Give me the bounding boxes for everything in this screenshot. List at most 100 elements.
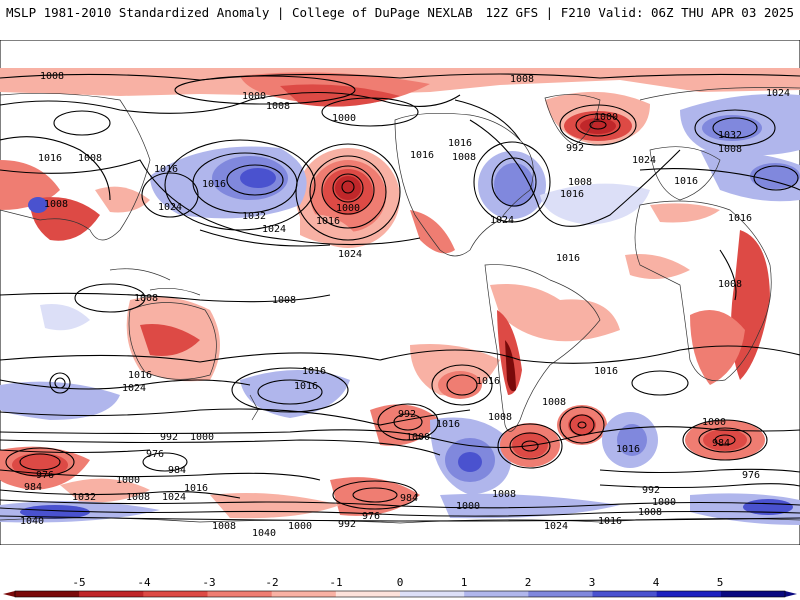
anomaly-region (60, 478, 150, 503)
isobar (753, 165, 799, 191)
isobar-label: 1008 (718, 279, 742, 290)
isobar (0, 408, 471, 426)
anomaly-region (690, 310, 745, 385)
isobar (491, 157, 537, 207)
isobar-label: 992 (566, 143, 584, 154)
anomaly-region (410, 210, 455, 254)
isobar-label: 1024 (490, 215, 514, 226)
isobar-label: 1016 (184, 483, 208, 494)
isobar (231, 367, 349, 413)
isobar-label: 984 (712, 438, 730, 449)
colorbar-swatch (207, 591, 273, 597)
isobar (589, 120, 607, 130)
isobar (469, 119, 681, 227)
colorbar-tick-label: 3 (589, 576, 596, 589)
anomaly-region (20, 505, 90, 519)
isobar (54, 377, 66, 389)
isobar-label: 1008 (126, 492, 150, 503)
isobar-label: 992 (642, 485, 660, 496)
isobar (454, 99, 521, 141)
colorbar-ticks: -5 -4 -3 -2 -1 0 1 2 3 4 5 (72, 576, 723, 589)
anomaly-region (750, 163, 800, 189)
colorbar-swatch (528, 591, 593, 597)
isobar-label: 1016 (728, 213, 752, 224)
anomaly-region (30, 197, 100, 241)
anomaly-region (490, 284, 620, 342)
isobar-label: 1016 (294, 381, 318, 392)
isobar (559, 406, 605, 444)
anomaly-region (568, 414, 596, 436)
anomaly-region (40, 304, 90, 331)
colorbar-tick-label: 0 (397, 576, 404, 589)
colorbar-tick-label: 1 (461, 576, 468, 589)
isobar-label: 1032 (242, 211, 266, 222)
coastline-south-america (484, 264, 601, 432)
isobar (712, 117, 758, 139)
coastline-new-zealand (249, 394, 259, 421)
colorbar-tick-label: 5 (717, 576, 724, 589)
isobar-label: 1016 (302, 366, 326, 377)
isobar-label: 1000 (190, 432, 214, 443)
isobar (631, 370, 689, 396)
isobar (332, 480, 418, 510)
colorbar-swatch (464, 591, 529, 597)
isobar (569, 414, 595, 436)
anomaly-region (240, 370, 350, 418)
isobar (0, 136, 111, 201)
isobar-label: 1032 (72, 492, 96, 503)
isobar (257, 379, 323, 405)
isobar-label: 984 (24, 482, 42, 493)
isobar (521, 440, 539, 452)
isobar-label: 1024 (162, 492, 186, 503)
anomaly-region (0, 381, 120, 420)
isobar (0, 159, 421, 246)
isobar (174, 75, 356, 105)
isobar-label: 1000 (242, 91, 266, 102)
isobar-label: 1008 (44, 199, 68, 210)
anomaly-region (28, 197, 48, 213)
isobar-label: 1000 (288, 521, 312, 532)
colorbar-tick-label: -3 (202, 576, 215, 589)
coastline-eurasia (0, 87, 800, 241)
coastline-africa (634, 200, 772, 382)
isobar-label: 1008 (452, 152, 476, 163)
anomaly-region (617, 424, 647, 456)
isobar (0, 515, 800, 522)
colorbar-tick-label: 4 (653, 576, 660, 589)
colorbar-tick-label: -2 (265, 576, 278, 589)
isobar (352, 487, 398, 503)
colorbar-swatch (720, 591, 786, 597)
isobar (577, 421, 587, 429)
isobar-label: 1000 (594, 112, 618, 123)
isobar-label: 1016 (128, 370, 152, 381)
colorbar-tick-label: -1 (329, 576, 342, 589)
isobar (226, 164, 284, 196)
isobar (309, 155, 387, 229)
model-run-info: 12Z GFS | F210 Valid: 06Z THU APR 03 202… (485, 5, 794, 20)
isobar-label: 992 (160, 432, 178, 443)
isobar (698, 427, 752, 453)
isobar (321, 165, 375, 215)
isobar (0, 439, 441, 456)
isobar-label: 1024 (544, 521, 568, 532)
colorbar-swatch (271, 591, 337, 597)
colorbar-swatches (3, 590, 797, 598)
isobar-label: 1008 (492, 489, 516, 500)
isobar-label: 1024 (766, 88, 790, 99)
isobar (0, 73, 800, 81)
isobar (0, 379, 251, 390)
isobars (0, 73, 800, 522)
isobar-label: 1008 (542, 397, 566, 408)
isobar-label: 1016 (436, 419, 460, 430)
isobar-label: 976 (742, 470, 760, 481)
isobar-label: 1016 (38, 153, 62, 164)
anomaly-region (458, 452, 482, 472)
isobar (599, 483, 800, 489)
isobar-label: 1000 (336, 203, 360, 214)
anomaly-region (240, 168, 276, 188)
mslp-anomaly-map: 1008 1000 1008 1000 1008 1000 1024 1016 … (0, 40, 800, 545)
anomaly-region (540, 183, 650, 225)
isobar-label: 1008 (488, 412, 512, 423)
isobar-label: 1000 (456, 501, 480, 512)
colorbar-swatch (656, 591, 722, 597)
